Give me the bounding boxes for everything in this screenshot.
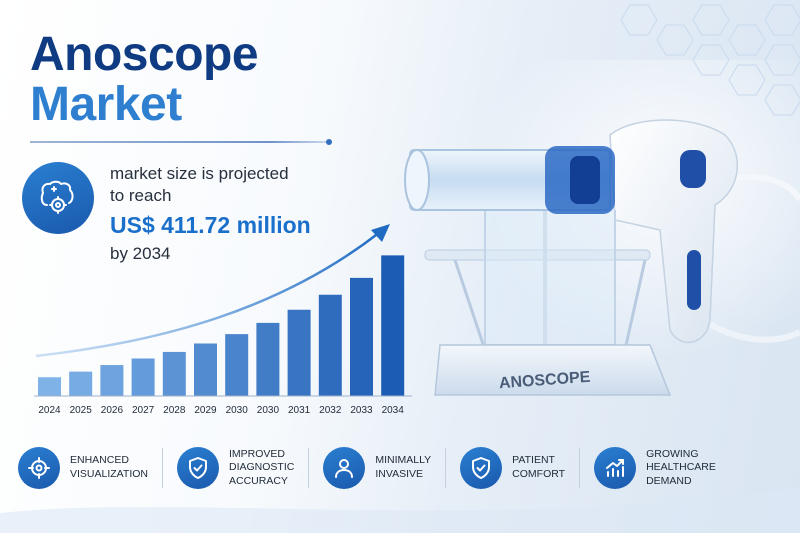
device-label: ANOSCOPE xyxy=(498,369,591,392)
projection-block: market size is projected to reach US$ 41… xyxy=(110,164,311,264)
chart-bar-2030 xyxy=(256,322,280,396)
feature-label: IMPROVED DIAGNOSTIC ACCURACY xyxy=(229,447,295,487)
feature-label: GROWING HEALTHCARE DEMAND xyxy=(646,447,716,487)
projection-amount: US$ 411.72 million xyxy=(110,212,311,238)
anoscope-device-illustration: ANOSCOPE xyxy=(404,119,800,396)
feature-label: PATIENT COMFORT xyxy=(512,454,566,480)
x-tick-label: 2025 xyxy=(70,405,93,416)
x-tick-label: 2031 xyxy=(288,405,311,416)
x-tick-label: 2026 xyxy=(101,405,124,416)
chart-bar-2027 xyxy=(131,358,155,396)
chart-bar-2029 xyxy=(194,343,217,396)
feature-divider xyxy=(445,448,447,488)
projection-line-1: market size is projected xyxy=(110,164,289,183)
projection-year: by 2034 xyxy=(110,244,171,263)
feature-label: MINIMALLY INVASIVE xyxy=(375,454,432,480)
chart-bar-2030 xyxy=(225,334,249,396)
chart-bar-2028 xyxy=(162,351,186,396)
title-line-1: Anoscope xyxy=(30,28,259,81)
feature-bar: ENHANCED VISUALIZATION IMPROVED DIAGNOST… xyxy=(18,436,788,500)
page-title: Anoscope Market xyxy=(30,28,259,132)
growth-chart-icon xyxy=(594,447,637,489)
chart-bar-2026 xyxy=(100,365,124,396)
feature-growing-healthcare-demand: GROWING HEALTHCARE DEMAND xyxy=(594,436,716,500)
chart-bar-2034 xyxy=(381,255,405,396)
x-tick-label: 2034 xyxy=(382,405,405,416)
chart-bar-2032 xyxy=(318,294,342,396)
x-tick-label: 2029 xyxy=(194,405,217,416)
x-tick-label: 2030 xyxy=(257,405,280,416)
shield-check-icon xyxy=(460,447,503,489)
chart-bar-2025 xyxy=(69,371,93,396)
feature-improved-diagnostic-accuracy: IMPROVED DIAGNOSTIC ACCURACY xyxy=(177,436,294,500)
chart-bar-2024 xyxy=(38,377,61,396)
x-tick-label: 2032 xyxy=(319,405,342,416)
x-tick-label: 2028 xyxy=(163,405,186,416)
feature-divider xyxy=(162,448,163,488)
trend-arrow xyxy=(35,231,381,358)
feature-divider xyxy=(579,448,581,488)
x-tick-label: 2033 xyxy=(350,405,373,416)
feature-label: ENHANCED VISUALIZATION xyxy=(70,454,148,480)
market-growth-chart: 2024 2025 2026 2027 2028 2029 2030 2030 2031 2032… xyxy=(34,224,412,416)
chart-bar-2031 xyxy=(287,309,311,396)
person-icon xyxy=(323,447,366,489)
feature-enhanced-visualization: ENHANCED VISUALIZATION xyxy=(18,436,148,500)
title-line-2: Market xyxy=(30,78,182,132)
shield-check-icon xyxy=(177,447,219,489)
colon-icon xyxy=(22,162,94,234)
x-tick-label: 2030 xyxy=(226,405,249,416)
feature-minimally-invasive: MINIMALLY INVASIVE xyxy=(323,436,431,500)
crosshair-icon xyxy=(18,447,60,489)
title-divider xyxy=(30,139,332,145)
trend-arrowhead xyxy=(371,224,390,242)
hexagon-pattern xyxy=(620,4,800,116)
x-tick-label: 2024 xyxy=(38,405,61,416)
chart-bar-2033 xyxy=(350,277,373,396)
projection-line-2: to reach xyxy=(110,186,172,205)
feature-divider xyxy=(308,448,310,488)
bottom-wave-decoration xyxy=(0,488,800,533)
feature-patient-comfort: PATIENT COMFORT xyxy=(460,436,565,500)
x-tick-label: 2027 xyxy=(132,405,155,416)
